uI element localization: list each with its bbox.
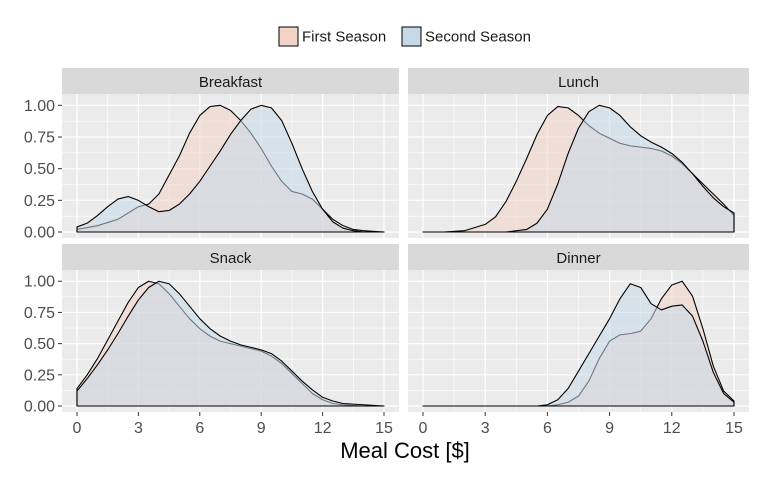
x-axis-title: Meal Cost [$] (340, 438, 470, 463)
legend-label-second-season: Second Season (425, 29, 531, 46)
x-tick-label-dinner: 9 (605, 420, 614, 437)
density-breakfast-second-season (76, 104, 385, 233)
facet-title-snack: Snack (210, 250, 252, 267)
y-tick-label-snack: 0.25 (24, 367, 55, 384)
density-snack-second-season (76, 280, 385, 407)
density-lunch-second-season (422, 104, 735, 233)
facet-strip-lunch (408, 68, 749, 94)
x-tick-label-snack: 12 (314, 420, 332, 437)
x-tick-label-dinner: 15 (725, 420, 743, 437)
y-tick-label-breakfast: 0.25 (24, 193, 55, 210)
x-tick-label-snack: 0 (73, 420, 82, 437)
facet-panels: Breakfast 0.00 0.25 0.50 0.75 1.00 Lunch Snack 0… (24, 68, 749, 437)
facet-lunch: Lunch (408, 68, 749, 238)
legend: First Season Second Season (278, 26, 531, 47)
facet-strip-dinner (408, 244, 749, 270)
legend-key-second-season (401, 26, 422, 47)
x-tick-label-dinner: 6 (543, 420, 552, 437)
legend-key-first-season (278, 26, 299, 47)
y-tick-label-snack: 1.00 (24, 274, 55, 291)
y-tick-label-snack: 0.00 (24, 399, 55, 416)
facet-title-lunch: Lunch (558, 74, 599, 91)
x-tick-label-dinner: 3 (481, 420, 490, 437)
x-tick-label-dinner: 12 (663, 420, 681, 437)
y-tick-label-snack: 0.50 (24, 336, 55, 353)
x-tick-label-snack: 3 (134, 420, 143, 437)
x-tick-label-dinner: 0 (419, 420, 428, 437)
x-tick-label-snack: 9 (257, 420, 266, 437)
facet-title-dinner: Dinner (556, 250, 600, 267)
y-tick-label-breakfast: 0.75 (24, 130, 55, 147)
facet-dinner: Dinner 0 3 6 9 12 15 (408, 244, 749, 437)
density-dinner-second-season (422, 283, 735, 407)
facet-title-breakfast: Breakfast (199, 74, 263, 91)
y-tick-label-snack: 0.75 (24, 305, 55, 322)
y-tick-label-breakfast: 0.00 (24, 225, 55, 242)
facet-breakfast: Breakfast 0.00 0.25 0.50 0.75 1.00 (24, 68, 399, 242)
facet-snack: Snack 0.00 0.25 0.50 0.75 1.00 0 3 6 9 12 15 (24, 244, 399, 437)
x-tick-label-snack: 6 (195, 420, 204, 437)
y-tick-label-breakfast: 0.50 (24, 161, 55, 178)
x-tick-label-snack: 15 (375, 420, 393, 437)
legend-label-first-season: First Season (302, 29, 386, 46)
facet-strip-snack (62, 244, 399, 270)
y-tick-label-breakfast: 1.00 (24, 98, 55, 115)
facet-strip-breakfast (62, 68, 399, 94)
